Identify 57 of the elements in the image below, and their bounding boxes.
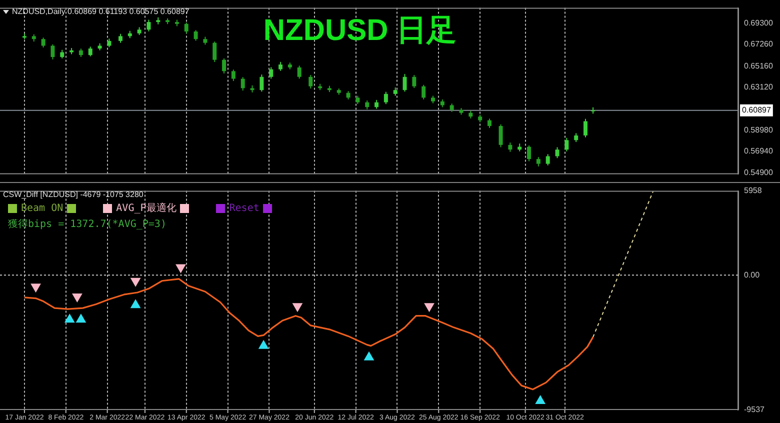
annotation: AVG_P最適化 — [116, 202, 176, 215]
annotation: Reset — [229, 202, 260, 214]
point — [64, 314, 74, 323]
candlestick — [402, 73, 407, 92]
point — [292, 303, 302, 312]
point — [176, 264, 186, 273]
candlestick — [422, 84, 426, 100]
candlestick — [184, 22, 188, 34]
candlestick — [384, 91, 388, 105]
candlestick — [41, 37, 46, 48]
candlestick — [584, 118, 588, 138]
candlestick — [269, 66, 274, 80]
candlestick — [231, 69, 236, 82]
y-tick-label: 0.63120 — [744, 82, 774, 92]
point — [130, 300, 140, 308]
chart-subtitle: NZDUSD,Daily 0.60869 0.61193 0.60575 0.60897 — [12, 7, 190, 16]
candlestick — [50, 44, 55, 60]
chart-subtitle: CSW_Diff [NZDUSD] -4679 -1075 3280 — [3, 190, 144, 199]
candlestick — [260, 74, 264, 92]
y-tick-label: 0.65160 — [744, 61, 774, 70]
point — [424, 303, 434, 312]
candlestick — [527, 144, 532, 162]
y-tick-label: -9537 — [744, 405, 766, 414]
annotation: 獲得bips = 1372.7(*AVG_P=3) — [8, 218, 168, 231]
candlestick — [308, 74, 313, 90]
y-tick-label: 0.67260 — [744, 39, 774, 48]
chart-title: NZDUSD 日足 — [263, 14, 457, 47]
candlestick — [88, 46, 92, 57]
candlestick — [546, 154, 550, 166]
candlestick — [222, 58, 226, 74]
point — [258, 340, 268, 349]
candlestick — [536, 156, 540, 167]
y-tick-label: 5958 — [744, 186, 762, 196]
candlestick — [240, 76, 245, 92]
ref-line-label: 0.60897 — [742, 106, 772, 115]
candlestick — [146, 19, 151, 32]
point — [76, 314, 86, 323]
y-tick-label: 0.56940 — [744, 146, 774, 156]
y-tick-label: 0.58980 — [744, 125, 774, 134]
candlestick — [498, 124, 503, 148]
candlestick — [564, 137, 569, 152]
candlestick — [412, 74, 416, 88]
point — [364, 352, 374, 360]
y-tick-label: 0.54900 — [744, 168, 774, 177]
candlestick — [487, 118, 492, 128]
candlestick — [508, 142, 512, 152]
candlestick — [194, 30, 198, 42]
annotation: Beam ON — [21, 202, 64, 214]
candlestick — [555, 146, 560, 159]
y-tick-label: 0.69300 — [744, 18, 774, 28]
candlestick — [297, 65, 302, 80]
point — [72, 293, 82, 302]
point — [535, 395, 546, 404]
y-tick-label: 0.00 — [744, 270, 760, 280]
point — [30, 284, 41, 292]
candlestick — [212, 41, 217, 63]
point — [130, 278, 140, 286]
